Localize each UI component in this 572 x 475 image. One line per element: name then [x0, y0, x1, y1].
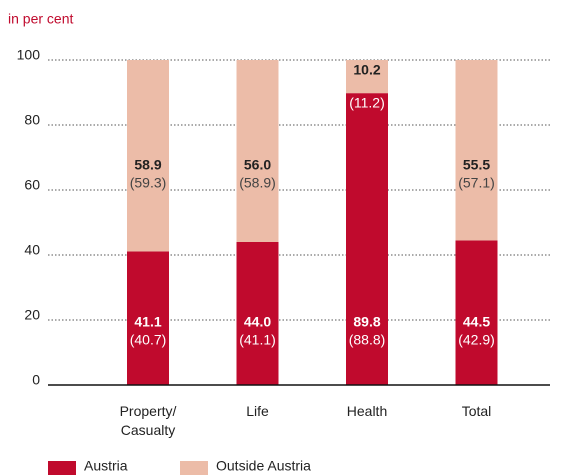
- prior-value-label: (42.9): [458, 332, 495, 348]
- value-label: 10.2: [353, 62, 380, 78]
- value-label: 56.0: [244, 156, 271, 172]
- bar-segment: [346, 93, 388, 386]
- bar-segment: [455, 240, 498, 385]
- prior-value-label: (41.1): [239, 332, 276, 348]
- value-label: 44.5: [463, 314, 490, 330]
- prior-value-label: (40.7): [130, 332, 167, 348]
- value-label: 41.1: [134, 314, 161, 330]
- y-tick-label: 60: [24, 177, 40, 193]
- prior-value-label: (58.9): [239, 174, 276, 190]
- bar-segment: [346, 60, 388, 94]
- value-label: 89.8: [353, 314, 380, 330]
- value-label: 44.0: [244, 314, 271, 330]
- prior-value-label: (11.2): [349, 95, 385, 111]
- x-tick-label: Health: [346, 403, 388, 419]
- y-tick-label: 100: [17, 47, 41, 63]
- y-tick-label: 0: [32, 372, 40, 388]
- bar-segment: [236, 60, 279, 242]
- y-tick-label: 40: [24, 242, 40, 258]
- legend-swatch: [48, 461, 76, 475]
- x-tick-label: Life: [246, 403, 269, 419]
- prior-value-label: (57.1): [458, 174, 495, 190]
- bar-segment: [455, 60, 498, 241]
- value-label: 55.5: [463, 156, 490, 172]
- x-tick-label: Total: [461, 403, 492, 419]
- prior-value-label: (88.8): [349, 332, 386, 348]
- y-axis-label: in per cent: [8, 11, 73, 27]
- legend-label: Outside Austria: [216, 458, 311, 474]
- y-tick-label: 20: [24, 307, 40, 323]
- legend-swatch: [180, 461, 208, 475]
- prior-value-label: (59.3): [130, 174, 167, 190]
- legend-label: Austria: [84, 458, 128, 474]
- bar-segment: [127, 60, 169, 252]
- bar-segment: [236, 242, 279, 385]
- value-label: 58.9: [134, 156, 161, 172]
- x-tick-label: Property/ Casualty: [119, 403, 177, 438]
- bar-segment: [127, 251, 169, 385]
- y-tick-label: 80: [24, 112, 40, 128]
